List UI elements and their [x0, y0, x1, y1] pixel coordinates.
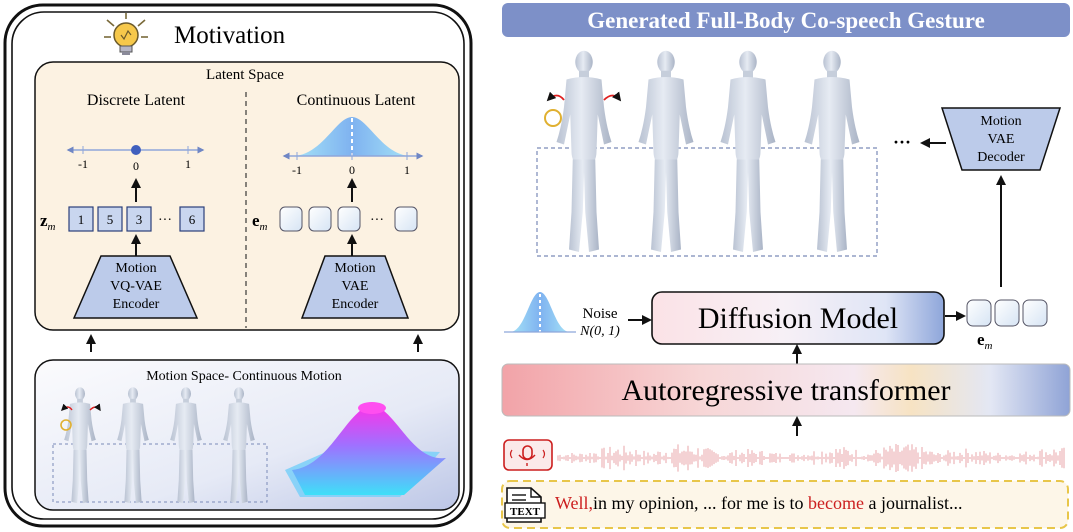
token-box: [179, 206, 205, 232]
vae-encoder-shape: [300, 255, 410, 319]
motivation-panel: [3, 3, 473, 528]
generated-humanoid-figure: [638, 50, 694, 252]
discrete-token-row: 1 5 3 ··· 6: [68, 206, 205, 232]
generated-ellipsis: ···: [893, 132, 911, 152]
cube-token: [337, 206, 361, 232]
gaussian-surface-plot: [285, 402, 446, 497]
transcript-text: Well,in my opinion, ... for me is to bec…: [555, 493, 963, 513]
continuous-axis: [282, 152, 424, 160]
generated-motion-dashed-frame: [536, 147, 878, 257]
continuous-tick-0: 0: [349, 163, 355, 177]
diffusion-model-label: Diffusion Model: [698, 302, 898, 335]
transcript-red-word: Well,: [555, 493, 593, 513]
discrete-latent-label: Discrete Latent: [87, 92, 186, 109]
vae-decoder-line3: Decoder: [977, 150, 1025, 165]
token-value: 6: [189, 212, 196, 227]
embed-cube-row: [966, 299, 1048, 327]
embed-symbol: em: [977, 330, 993, 352]
microphone-icon: [503, 439, 553, 471]
cube-token: [994, 299, 1020, 327]
vae-encoder-line1: Motion: [334, 261, 375, 276]
generated-humanoid-figure: [556, 50, 612, 252]
generated-humanoid-figure: [804, 50, 860, 252]
generated-humanoid-figure: [720, 50, 776, 252]
token-box: [68, 206, 94, 232]
continuous-token-symbol: em: [252, 211, 268, 233]
cube-token: [966, 299, 992, 327]
cube-token: [394, 206, 418, 232]
transcript-segment: a journalist...: [864, 493, 962, 513]
continuous-cube-row: ···: [279, 206, 418, 232]
token-value: 3: [136, 212, 143, 227]
noise-label: Noise: [583, 306, 618, 322]
latent-space-label: Latent Space: [206, 67, 284, 83]
hand-highlight-marker: [544, 109, 562, 127]
discrete-point: [131, 145, 141, 155]
transcript-box: [501, 480, 1069, 529]
cube-ellipsis: ···: [370, 213, 384, 228]
vae-encoder-line3: Encoder: [332, 297, 379, 312]
noise-distribution: N(0, 1): [579, 324, 620, 339]
motivation-title: Motivation: [174, 22, 286, 49]
discrete-token-symbol: zm: [40, 211, 56, 233]
token-box: [97, 206, 123, 232]
text-icon-label: TEXT: [510, 506, 541, 518]
vae-decoder-line2: VAE: [988, 132, 1015, 147]
vqvae-encoder-line3: Encoder: [113, 297, 160, 312]
motion-space-label: Motion Space- Continuous Motion: [146, 369, 342, 384]
autoregressive-transformer-label: Autoregressive transformer: [621, 374, 950, 407]
token-value: 5: [107, 212, 114, 227]
cube-token: [279, 206, 303, 232]
lightbulb-icon: [104, 13, 148, 55]
token-value: 1: [78, 212, 85, 227]
right-title-bar: [502, 3, 1070, 37]
vqvae-encoder-line2: VQ-VAE: [110, 279, 162, 294]
vae-decoder-line1: Motion: [980, 114, 1021, 129]
text-document-icon: [504, 487, 546, 523]
vqvae-encoder-shape: [72, 255, 199, 319]
token-ellipsis: ···: [158, 213, 172, 228]
transcript-segment: in my opinion, ... for me is to: [593, 493, 808, 513]
audio-waveform: [557, 443, 1065, 473]
discrete-tick-1: 1: [185, 157, 191, 171]
continuous-tick-neg1: -1: [292, 163, 302, 177]
continuous-tick-1: 1: [404, 163, 410, 177]
discrete-tick-0: 0: [133, 159, 139, 173]
discrete-tick-neg1: -1: [78, 157, 88, 171]
continuous-latent-label: Continuous Latent: [297, 92, 416, 109]
noise-gaussian-icon: [504, 292, 576, 333]
gaussian-curve: [292, 117, 412, 156]
transcript-red-word: become: [808, 493, 864, 513]
motion-gesture-arcs: [61, 403, 101, 412]
vqvae-encoder-line1: Motion: [115, 261, 156, 276]
vae-decoder-shape: [940, 107, 1062, 171]
token-box: [126, 206, 152, 232]
cube-token: [308, 206, 332, 232]
right-title: Generated Full-Body Co-speech Gesture: [587, 8, 985, 33]
vae-encoder-line2: VAE: [342, 279, 369, 294]
cube-token: [1022, 299, 1048, 327]
motion-hand-marker: [60, 419, 72, 431]
gesture-arcs: [546, 91, 622, 102]
motion-dashed-frame: [52, 443, 268, 503]
autoregressive-transformer-box: [501, 363, 1071, 417]
